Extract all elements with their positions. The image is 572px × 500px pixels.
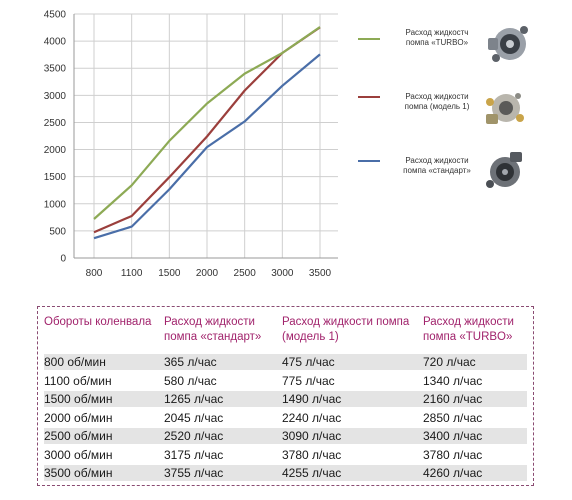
table-cell: 2000 об/мин	[44, 410, 113, 425]
series-line-2	[93, 53, 321, 240]
table-cell: 4255 л/час	[282, 466, 342, 480]
table-cell: 3755 л/час	[164, 466, 224, 480]
table-cell: 1490 л/час	[282, 392, 342, 406]
y-tick-label: 500	[49, 226, 66, 237]
y-tick-label: 3500	[44, 64, 67, 75]
table-row: 2500 об/мин 2520 л/час 3090 л/час 3400 л/ча…	[44, 428, 527, 444]
table-cell: 3780 л/час	[282, 447, 342, 462]
table-cell: 3175 л/час	[164, 447, 224, 462]
turbo-pump-icon	[488, 26, 528, 62]
series-lines	[93, 26, 321, 240]
table-header-rpm: Обороты коленвала	[44, 316, 152, 328]
x-tick-label: 2500	[234, 268, 257, 279]
table-row: 1100 об/мин 580 л/час 775 л/час 1340 л/час	[44, 373, 527, 389]
legend-item-standard: Расход жидкости помпа «стандарт»	[358, 146, 568, 206]
x-tick-label: 2000	[196, 268, 219, 279]
y-tick-label: 4000	[44, 37, 67, 48]
data-table: Обороты коленвала Расход жидкости помпа …	[37, 306, 534, 486]
legend-line-standard	[358, 160, 380, 162]
y-tick-label: 2500	[44, 118, 67, 129]
table-cell: 3780 л/час	[423, 447, 483, 462]
x-tick-label: 1500	[158, 268, 181, 279]
y-tick-label: 3000	[44, 91, 67, 102]
y-tick-label: 1500	[44, 172, 67, 183]
table-cell: 580 л/час	[164, 373, 217, 388]
table-cell: 3400 л/час	[423, 429, 483, 443]
table-cell: 800 об/мин	[44, 355, 106, 369]
table-cell: 365 л/час	[164, 355, 217, 369]
series-line-0	[93, 26, 321, 220]
table-cell: 2160 л/час	[423, 392, 483, 406]
table-header-turbo: Расход жидкости помпа «TURBO»	[423, 316, 514, 343]
y-tick-label: 4500	[44, 10, 67, 21]
table-cell: 3000 об/мин	[44, 447, 113, 462]
y-tick-label: 0	[60, 254, 66, 265]
table-cell: 1100 об/мин	[44, 373, 112, 388]
table-row: 3000 об/мин 3175 л/час 3780 л/час 3780 л/ча…	[44, 447, 527, 463]
table-cell: 2520 л/час	[164, 429, 224, 443]
table-cell: 1500 об/мин	[44, 392, 113, 406]
table-header-model1: Расход жидкости помпа (модель 1)	[282, 316, 410, 343]
y-tick-label: 2000	[44, 145, 67, 156]
legend-line-model1	[358, 96, 380, 98]
table-cell: 2850 л/час	[423, 410, 483, 425]
table-cell: 775 л/час	[282, 373, 335, 388]
table-row: 1500 об/мин 1265 л/час 1490 л/час 2160 л/ча…	[44, 391, 527, 407]
table-cell: 475 л/час	[282, 355, 335, 369]
table-cell: 2500 об/мин	[44, 429, 113, 443]
x-tick-label: 3000	[271, 268, 294, 279]
x-tick-label: 3500	[309, 268, 332, 279]
legend-label-model1: Расход жидкости помпа (модель 1)	[404, 92, 470, 111]
x-tick-label: 800	[86, 268, 103, 279]
standard-pump-icon	[486, 152, 522, 188]
legend-line-turbo	[358, 38, 380, 40]
legend-label-turbo: Расход жидкостч помпа «TURBO»	[405, 28, 469, 47]
table-cell: 2240 л/час	[282, 410, 342, 425]
legend-item-turbo: Расход жидкостч помпа «TURBO»	[358, 14, 568, 74]
table-cell: 3500 об/мин	[44, 466, 113, 480]
table-row: 3500 об/мин 3755 л/час 4255 л/час 4260 л/ча…	[44, 465, 527, 481]
model1-pump-icon	[486, 93, 524, 124]
legend-label-standard: Расход жидкости помпа «стандарт»	[403, 156, 471, 175]
y-axis-ticks: 0 500 1000 1500 2000 2500 3000 3500 4000 4500	[44, 10, 67, 265]
table-cell: 3090 л/час	[282, 429, 342, 443]
line-chart: 0 500 1000 1500 2000 2500 3000 3500 4000 4500 800…	[44, 10, 338, 279]
x-axis-ticks: 800 1100 1500 2000 2500 3000 3500	[86, 268, 332, 279]
x-tick-label: 1100	[121, 268, 143, 279]
legend-item-model1: Расход жидкости помпа (модель 1)	[358, 82, 568, 142]
table-cell: 720 л/час	[423, 355, 476, 369]
table-cell: 1340 л/час	[423, 373, 483, 388]
table-cell: 4260 л/час	[423, 466, 483, 480]
table-header-standard: Расход жидкости помпа «стандарт»	[164, 316, 262, 343]
table-row: 2000 об/мин 2045 л/час 2240 л/час 2850 л/ча…	[44, 410, 527, 426]
table-cell: 1265 л/час	[164, 392, 224, 406]
y-tick-label: 1000	[44, 199, 67, 210]
table-cell: 2045 л/час	[164, 410, 224, 425]
table-row: 800 об/мин 365 л/час 475 л/час 720 л/час	[44, 354, 527, 370]
